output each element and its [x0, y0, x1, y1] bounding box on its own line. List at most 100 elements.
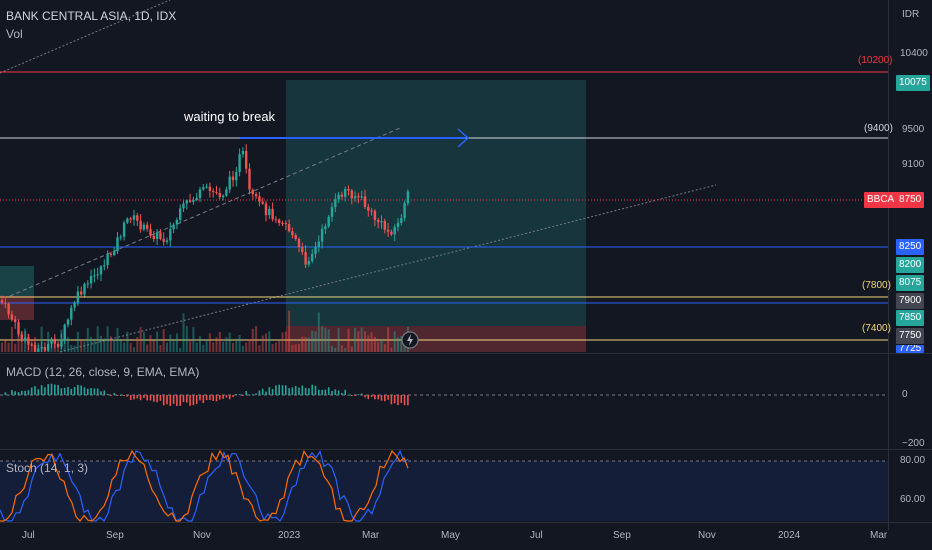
- candle-body: [63, 324, 66, 340]
- macd-bar: [400, 395, 403, 403]
- macd-zero-tick: 0: [902, 389, 908, 400]
- level-tag-7850: 7850: [896, 310, 925, 326]
- time-tick: Nov: [193, 530, 211, 541]
- time-axis-border: [0, 522, 932, 523]
- candle-body: [113, 251, 116, 255]
- volume-bar: [340, 345, 343, 352]
- volume-bar: [90, 337, 93, 352]
- macd-bar: [347, 394, 350, 396]
- volume-bar: [393, 331, 396, 352]
- stoch-lines: [0, 449, 409, 522]
- time-tick: Nov: [698, 530, 716, 541]
- break-arrow-head: [457, 128, 470, 148]
- volume-bar: [350, 346, 353, 352]
- candle-body: [76, 291, 80, 303]
- candle-body: [212, 191, 215, 193]
- volume-bar: [156, 331, 159, 352]
- macd-bar: [367, 395, 370, 400]
- pane-separator-macd[interactable]: [0, 353, 932, 354]
- candle-body: [126, 218, 129, 223]
- macd-bar: [162, 395, 165, 406]
- candle-body: [122, 222, 126, 237]
- volume-bar: [218, 331, 221, 352]
- volume-bar: [288, 310, 291, 352]
- candle-body: [370, 210, 373, 212]
- symbol-title[interactable]: BANK CENTRAL ASIA, 1D, IDX: [6, 9, 177, 23]
- candle-body: [380, 221, 383, 223]
- candle-body: [96, 274, 99, 276]
- volume-bar: [179, 347, 182, 352]
- stoch-title[interactable]: Stoch (14, 1, 3): [6, 461, 89, 475]
- volume-bar: [337, 328, 340, 352]
- macd-bar: [40, 385, 43, 395]
- volume-bar: [113, 339, 116, 352]
- candle-body: [146, 224, 149, 229]
- volume-bar: [116, 328, 119, 352]
- time-tick: Mar: [362, 530, 380, 541]
- volume-bar: [258, 345, 261, 352]
- macd-bar: [380, 395, 383, 401]
- candle-body: [241, 150, 245, 155]
- macd-bar: [370, 395, 373, 397]
- volume-bar: [238, 335, 241, 352]
- candle-body: [70, 307, 73, 320]
- volume-bar: [7, 342, 10, 352]
- candle-body: [33, 344, 37, 352]
- candle-body: [169, 229, 172, 241]
- time-tick: 2023: [278, 530, 301, 541]
- macd-bar: [387, 395, 389, 400]
- volume-bar: [304, 336, 307, 352]
- macd-bar: [11, 389, 13, 395]
- trend-line-top-left: [0, 0, 171, 74]
- candle-body: [27, 337, 30, 345]
- macd-bar: [360, 393, 363, 395]
- stoch-band: [0, 461, 888, 521]
- candle-body: [20, 334, 23, 341]
- macd-bar: [136, 395, 139, 399]
- macd-title[interactable]: MACD (12, 26, close, 9, EMA, EMA): [6, 365, 200, 379]
- volume-bar: [235, 338, 238, 352]
- volume-bar: [225, 337, 228, 352]
- volume-label[interactable]: Vol: [6, 27, 23, 41]
- candle-body: [142, 224, 146, 230]
- candle-body: [353, 196, 357, 199]
- macd-bar: [67, 386, 69, 395]
- macd-bar: [258, 390, 261, 395]
- candle-body: [208, 186, 212, 192]
- macd-bar: [14, 391, 16, 395]
- candle-body: [179, 208, 182, 220]
- macd-bar: [225, 395, 228, 398]
- pane-separator-stoch[interactable]: [0, 449, 932, 450]
- macd-bar: [120, 394, 122, 396]
- macd-bar: [169, 395, 172, 406]
- volume-bar: [202, 344, 205, 352]
- time-tick: Sep: [106, 530, 124, 541]
- candle-body: [320, 229, 324, 242]
- candle-body: [406, 191, 410, 204]
- candle-body: [172, 224, 175, 230]
- candle-body: [162, 238, 165, 242]
- macd-bar: [215, 395, 218, 402]
- macd-bar: [390, 395, 393, 405]
- macd-bar: [281, 385, 284, 395]
- candle-body: [360, 196, 363, 198]
- macd-low-tick: −200: [902, 438, 925, 449]
- candle-body: [238, 154, 241, 172]
- level-tag-7900: 7900: [896, 293, 925, 309]
- volume-bar: [123, 342, 126, 352]
- volume-bar: [100, 335, 102, 352]
- macd-bar: [126, 395, 129, 397]
- candle-body: [30, 344, 33, 346]
- candle-body: [294, 235, 297, 239]
- macd-histogram: [1, 383, 409, 407]
- macd-bar: [324, 389, 327, 395]
- level-tag-7725: 7725: [896, 345, 925, 353]
- candle-body: [40, 347, 43, 349]
- candle-body: [307, 260, 311, 265]
- volume-bar: [199, 336, 201, 352]
- volume-bar: [40, 326, 43, 352]
- volume-bar: [387, 327, 390, 352]
- volume-bar: [57, 344, 60, 352]
- volume-bar: [208, 333, 211, 352]
